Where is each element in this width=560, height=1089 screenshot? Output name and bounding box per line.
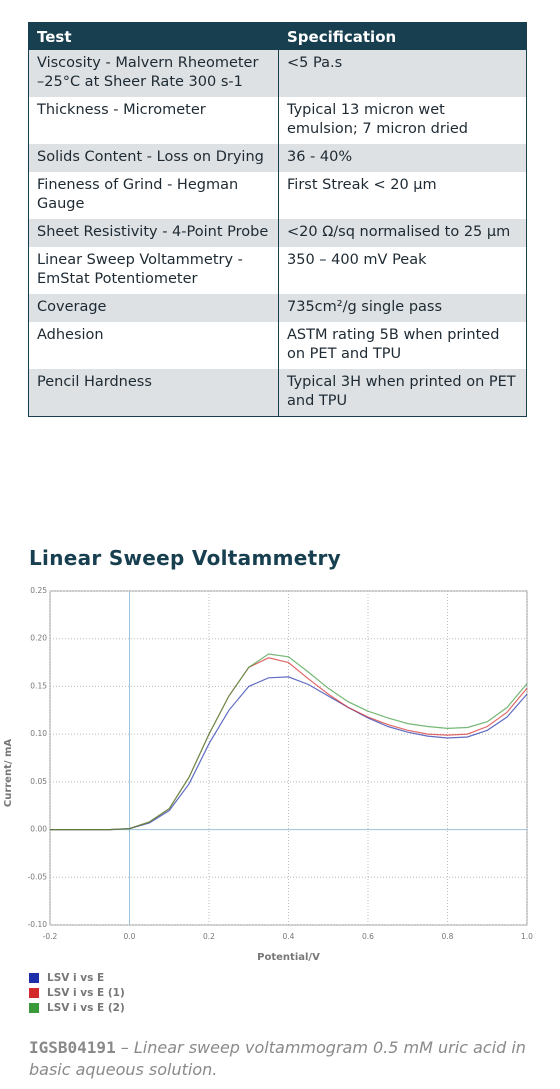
table-cell: Viscosity - Malvern Rheometer –25°C at S… [28, 50, 279, 97]
caption: IGSB04191 – Linear sweep voltammogram 0.… [29, 1037, 529, 1081]
table-cell: <20 Ω/sq normalised to 25 µm [278, 219, 527, 247]
spec-table: Test Specification Viscosity - Malvern Rhe… [28, 22, 527, 417]
x-tick-label: 0.0 [124, 932, 136, 941]
caption-text: – Linear sweep voltammogram 0.5 mM uric … [29, 1038, 526, 1079]
table-cell: Sheet Resistivity - 4-Point Probe [28, 219, 279, 247]
x-tick-label: -0.2 [43, 932, 58, 941]
table-cell: First Streak < 20 µm [287, 177, 437, 193]
chart: -0.10 -0.05 0.00 0.05 0.10 0.15 0.20 0.25 -0.2 0.… [3, 586, 533, 1014]
table-row: Viscosity - Malvern Rheometer –25°C at S… [28, 50, 527, 97]
table-cell: <5 Pa.s [278, 50, 527, 97]
table-cell: Solids Content - Loss on Drying [28, 144, 279, 172]
header-cell: Specification [278, 22, 527, 50]
y-tick-label: 0.20 [30, 634, 47, 643]
table-cell: Linear Sweep Voltammetry - EmStat Potent… [28, 247, 279, 294]
legend-swatch [29, 1003, 39, 1013]
y-tick-label: 0.10 [30, 729, 47, 738]
y-tick-label: -0.05 [28, 872, 48, 881]
y-tick-label: 0.00 [30, 825, 47, 834]
table-cell: 350 – 400 mV Peak [287, 252, 427, 268]
legend-swatch [29, 988, 39, 998]
x-tick-label: 0.6 [362, 932, 374, 941]
table-row: Solids Content - Loss on Drying 36 - 40% [28, 144, 527, 172]
x-tick-label: 0.2 [203, 932, 215, 941]
table-row: Adhesion ASTM rating 5B when printed on P… [28, 322, 527, 369]
table-cell: Fineness of Grind - Hegman Gauge [28, 172, 279, 219]
section-heading: Linear Sweep Voltammetry [29, 546, 341, 570]
table-cell: Coverage [28, 294, 279, 322]
table-cell: Adhesion [28, 322, 279, 369]
y-tick-label: 0.15 [30, 681, 47, 690]
table-row: Pencil Hardness Typical 3H when printed o… [28, 369, 527, 417]
caption-code: IGSB04191 [29, 1038, 116, 1057]
table-cell: Thickness - Micrometer [28, 97, 279, 144]
legend-label: LSV i vs E (1) [47, 987, 125, 999]
table-row: Fineness of Grind - Hegman Gauge First St… [28, 172, 527, 219]
legend-swatch [29, 973, 39, 983]
header-row: Test Specification [28, 22, 527, 50]
x-tick-label: 0.8 [442, 932, 454, 941]
data-line [50, 653, 528, 831]
legend-label: LSV i vs E (2) [47, 1002, 125, 1014]
y-tick-label: 0.25 [30, 586, 47, 595]
legend-label: LSV i vs E [47, 972, 104, 984]
table-cell: Typical 13 micron wet emulsion; 7 micron… [287, 102, 468, 137]
table-cell: ASTM rating 5B when printed on PET and T… [287, 327, 500, 362]
table-row: Coverage 735cm²/g single pass [28, 294, 527, 322]
y-tick-label: 0.05 [30, 777, 47, 786]
y-axis-label: Current/ mA [3, 739, 14, 808]
plot-area [49, 590, 528, 926]
table-row: Linear Sweep Voltammetry - EmStat Potent… [28, 247, 527, 294]
y-tick-label: -0.10 [28, 920, 48, 929]
x-tick-label: 0.4 [283, 932, 295, 941]
table-row: Thickness - Micrometer Typical 13 micron … [28, 97, 527, 144]
table-row: Sheet Resistivity - 4-Point Probe <20 Ω/s… [28, 219, 527, 247]
table-cell: 36 - 40% [278, 144, 527, 172]
table-cell: Typical 3H when printed on PET and TPU [278, 369, 527, 417]
x-axis-label: Potential/V [257, 952, 320, 963]
header-cell: Test [28, 22, 279, 50]
x-tick-label: 1.0 [521, 932, 533, 941]
table-cell: 735cm²/g single pass [278, 294, 527, 322]
table-cell: Pencil Hardness [28, 369, 279, 417]
